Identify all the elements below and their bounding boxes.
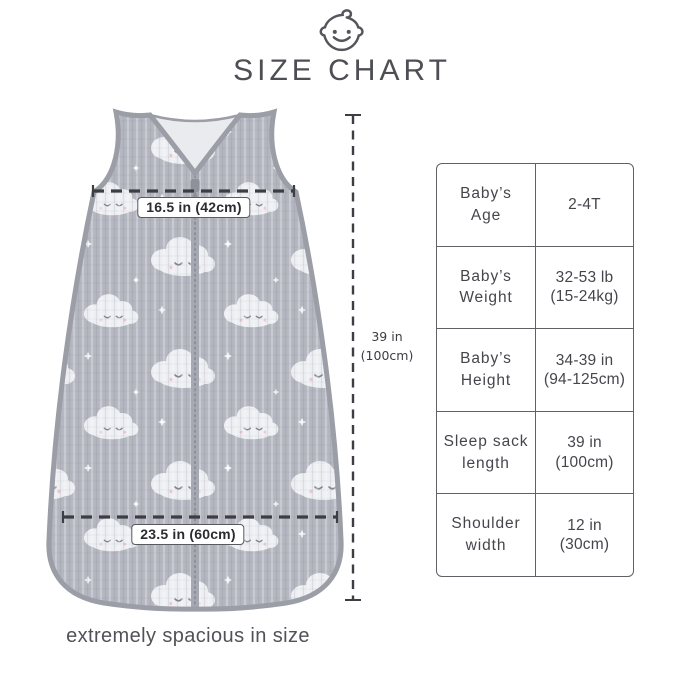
row-label: Baby’s Height: [437, 329, 536, 411]
bottom-width-line: [61, 511, 339, 523]
row-label: Sleep sack length: [437, 411, 536, 494]
baby-smile: [332, 36, 351, 43]
row-value: 34-39 in (94-125cm): [543, 351, 626, 388]
row-value: 32-53 lb (15-24kg): [550, 269, 619, 306]
sleep-sack-illustration: [46, 108, 361, 612]
row-value: 2-4T: [568, 196, 601, 214]
row-value: 12 in (30cm): [559, 516, 610, 554]
chest-width-label: 16.5 in (42cm): [137, 197, 251, 218]
chest-width-line: [91, 185, 296, 197]
row-label: Baby’s Weight: [437, 246, 536, 329]
caption: extremely spacious in size: [66, 625, 310, 647]
baby-face-icon: [319, 9, 364, 52]
row-value: 39 in (100cm): [555, 434, 614, 471]
row-label: Baby’s Age: [437, 164, 536, 246]
row-label: Shoulder width: [437, 494, 536, 576]
neck-opening: [150, 115, 240, 173]
zipper-slider: [190, 179, 200, 192]
baby-head-outline: [319, 9, 364, 52]
length-line: [345, 114, 361, 601]
baby-eye-right: [346, 29, 351, 34]
table-row-shoulder: Shoulder width 12 in (30cm): [437, 494, 633, 576]
table-row-age: Baby’s Age 2-4T: [437, 164, 633, 247]
baby-eye-left: [332, 29, 337, 34]
bottom-width-label: 23.5 in (60cm): [131, 524, 245, 545]
table-row-length: Sleep sack length 39 in (100cm): [437, 411, 633, 495]
length-label: 39 in (100cm): [360, 329, 414, 364]
page-title: SIZE CHART: [233, 54, 451, 87]
size-table: Baby’s Age 2-4T Baby’s Weight 32-53 lb (…: [436, 163, 634, 577]
table-row-height: Baby’s Height 34-39 in (94-125cm): [437, 329, 633, 412]
table-row-weight: Baby’s Weight 32-53 lb (15-24kg): [437, 246, 633, 330]
sack-binding: [46, 108, 344, 612]
back-neck-binding: [149, 113, 241, 123]
